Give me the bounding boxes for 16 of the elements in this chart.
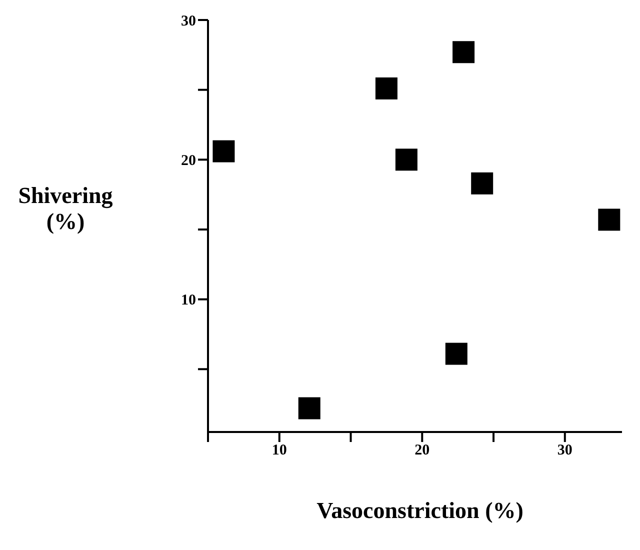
x-tick-label: 30 — [557, 442, 572, 459]
x-tick-label: 20 — [414, 442, 430, 459]
point — [395, 148, 418, 171]
y-axis-title: Shivering (%) — [17, 183, 114, 235]
point — [298, 397, 320, 420]
y-tick-label: 10 — [181, 292, 196, 309]
point — [452, 41, 475, 64]
x-axis-title: Vasoconstriction (%) — [316, 498, 524, 524]
point — [212, 140, 235, 162]
x-tick-label: 10 — [272, 442, 287, 459]
point — [375, 77, 398, 100]
point — [471, 172, 494, 194]
point — [445, 342, 468, 365]
y-tick-label: 30 — [181, 13, 196, 30]
point — [598, 208, 620, 231]
y-tick-label: 20 — [181, 152, 196, 169]
